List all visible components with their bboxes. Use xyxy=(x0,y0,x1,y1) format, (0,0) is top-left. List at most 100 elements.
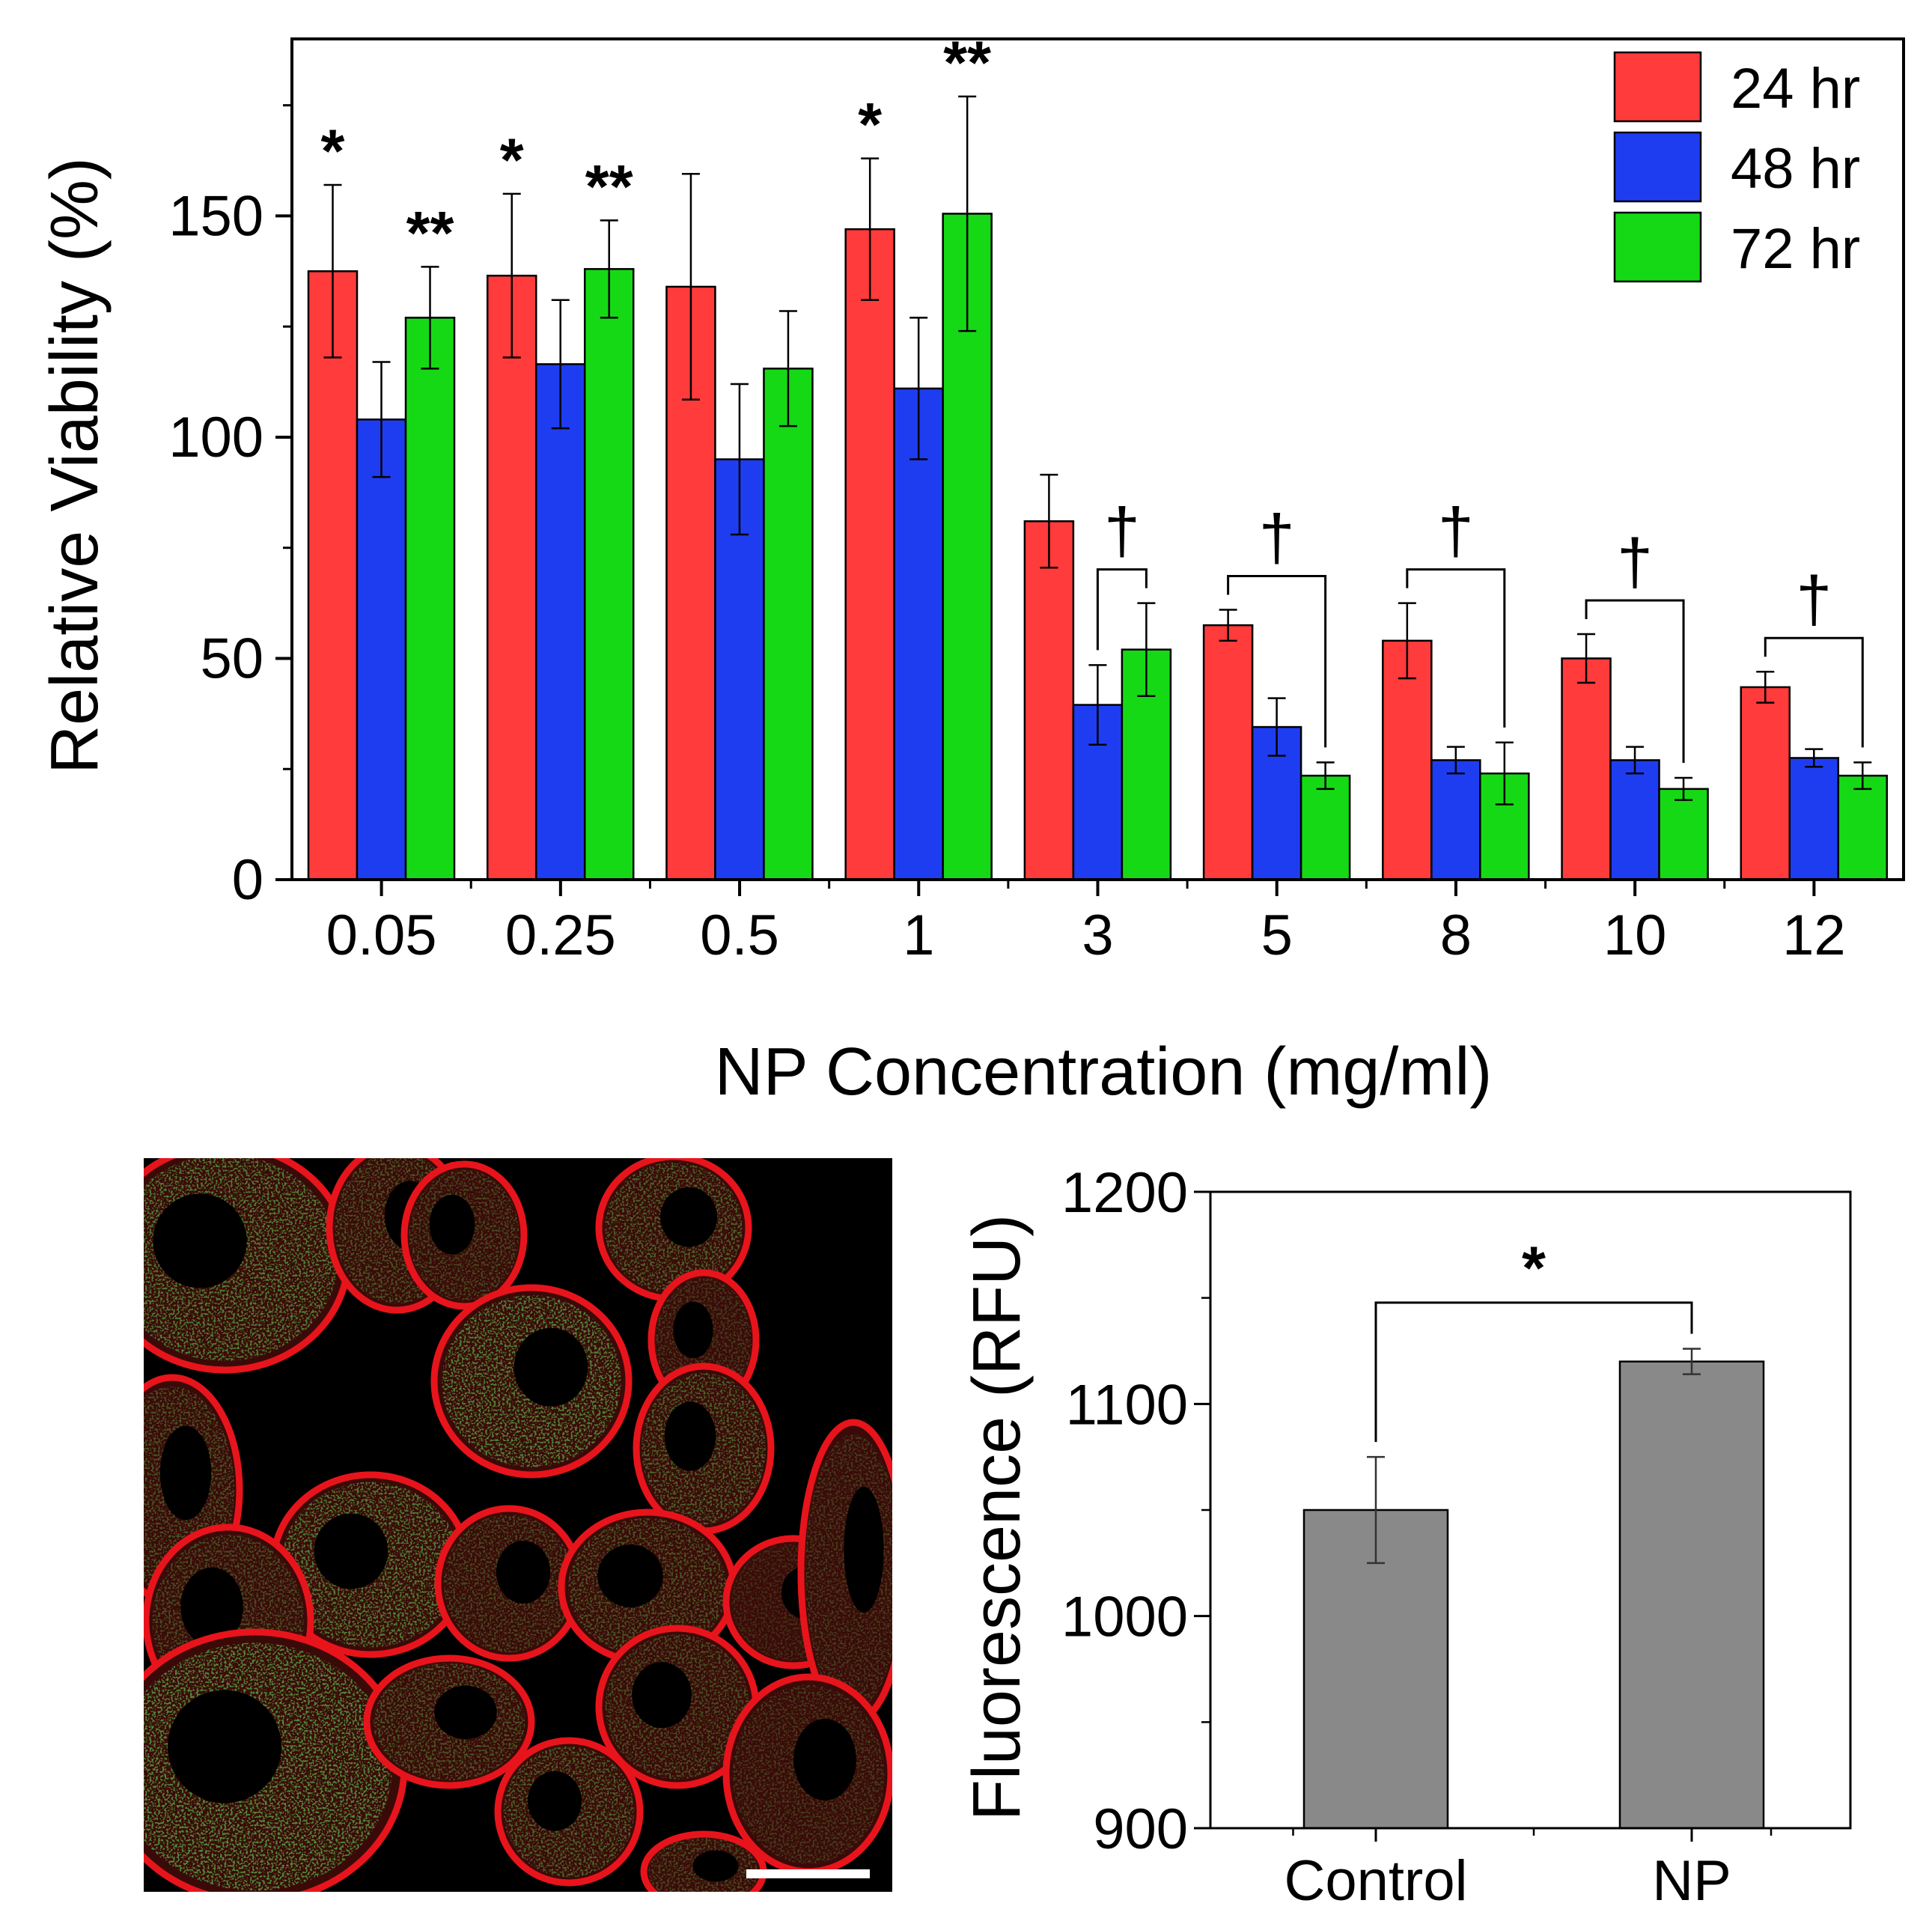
error-bar xyxy=(1137,602,1156,697)
fluorescence-chart: * 900 1000 1100 1200 Control NP Fluorescence … xyxy=(960,1161,1852,1913)
scale-bar xyxy=(746,1869,870,1878)
significance-dagger: † xyxy=(1796,564,1832,636)
cell-membrane xyxy=(363,1654,535,1789)
error-bar xyxy=(1577,633,1596,684)
error-bar xyxy=(1040,473,1058,569)
cell xyxy=(144,1628,408,1892)
error-bar xyxy=(1316,761,1335,791)
cell xyxy=(722,1673,892,1875)
cell-nucleus xyxy=(496,1541,551,1604)
bar-12-24hr xyxy=(1740,686,1791,881)
error-bar xyxy=(372,361,391,478)
cell-nucleus xyxy=(632,1662,692,1729)
bar-0.5-72hr xyxy=(763,368,814,881)
error-bar xyxy=(502,192,521,359)
error-bar xyxy=(323,183,342,359)
error-bar xyxy=(1683,1348,1701,1375)
bar-0.25-48hr xyxy=(534,363,586,881)
bar-12-48hr xyxy=(1788,757,1840,881)
cell-nucleus xyxy=(597,1544,663,1607)
cell-nucleus xyxy=(168,1690,281,1803)
error-bar xyxy=(1756,670,1775,704)
significance-bracket xyxy=(1096,568,1148,651)
y-tick-label: 900 xyxy=(1093,1797,1188,1861)
bar-5-24hr xyxy=(1202,624,1254,881)
bar-10-48hr xyxy=(1609,759,1660,881)
viability-error-bars xyxy=(323,95,1872,806)
bar-1-24hr xyxy=(844,228,895,881)
error-bar xyxy=(861,157,880,301)
bar-0.25-24hr xyxy=(486,274,537,881)
cell xyxy=(595,1158,752,1303)
fluorescence-axes: 900 1000 1100 1200 Control NP xyxy=(1061,1161,1852,1913)
cell-nucleus xyxy=(314,1513,388,1589)
significance-bracket xyxy=(1764,636,1864,748)
significance-asterisk: * xyxy=(500,127,524,195)
x-tick-label: 3 xyxy=(1082,904,1113,967)
error-bar xyxy=(1367,1455,1385,1565)
cell-nucleus xyxy=(514,1327,588,1407)
error-bar xyxy=(1219,609,1237,642)
y-tick-label: 100 xyxy=(168,406,263,469)
significance-asterisk: * xyxy=(321,118,345,186)
cell xyxy=(363,1654,535,1789)
cell-nucleus xyxy=(692,1850,739,1882)
cell-nucleus xyxy=(434,1685,497,1739)
y-tick-label: 150 xyxy=(168,184,263,248)
significance-dagger: † xyxy=(1438,496,1474,567)
x-tick-label: 12 xyxy=(1782,904,1846,967)
y-tick-label: 1000 xyxy=(1061,1586,1188,1649)
error-bar xyxy=(1626,746,1645,775)
viability-bars xyxy=(307,213,1889,881)
viability-legend: 24 hr 48 hr 72 hr xyxy=(1613,51,1860,283)
fluorescence-significance-marks: * xyxy=(1374,1235,1693,1443)
error-bar xyxy=(551,299,570,430)
x-tick-label: NP xyxy=(1652,1849,1731,1913)
bar-10-72hr xyxy=(1658,788,1709,881)
error-bar xyxy=(421,266,439,370)
y-tick-label: 0 xyxy=(232,848,263,912)
cell xyxy=(144,1158,352,1374)
error-bar xyxy=(1446,746,1465,775)
x-tick-label: 8 xyxy=(1440,904,1472,967)
significance-bracket xyxy=(1374,1301,1693,1443)
significance-asterisk: ** xyxy=(406,199,454,267)
significance-dagger: † xyxy=(1259,502,1295,573)
bar-10-24hr xyxy=(1561,657,1612,881)
cell-nucleus xyxy=(429,1194,475,1255)
viability-y-axis-title: Relative Viability (%) xyxy=(37,157,112,774)
cell xyxy=(269,1471,472,1658)
error-bar xyxy=(958,95,977,332)
significance-asterisk: * xyxy=(858,91,882,159)
y-tick-label: 1100 xyxy=(1066,1373,1188,1437)
error-bar xyxy=(1088,664,1107,746)
legend-label: 48 hr xyxy=(1731,137,1860,201)
error-bar xyxy=(1853,761,1872,791)
cell-nucleus xyxy=(180,1567,243,1646)
error-bar xyxy=(778,310,797,427)
bar-8-48hr xyxy=(1430,759,1481,881)
legend-label: 24 hr xyxy=(1731,57,1860,121)
error-bar xyxy=(909,317,928,460)
viability-x-axis-title: NP Concentration (mg/ml) xyxy=(715,1035,1493,1109)
cell xyxy=(595,1625,760,1789)
cell xyxy=(400,1160,528,1310)
cell-micrograph xyxy=(144,1158,892,1892)
y-tick-label: 1200 xyxy=(1061,1161,1188,1225)
significance-asterisk: * xyxy=(1522,1235,1546,1303)
x-tick-label: 0.5 xyxy=(700,904,779,967)
cell-nucleus xyxy=(793,1718,856,1801)
error-bar xyxy=(730,383,749,536)
error-bar xyxy=(1267,697,1286,757)
fluorescence-error-bars xyxy=(1367,1348,1701,1565)
bar-0.05-72hr xyxy=(404,317,456,881)
error-bar xyxy=(600,219,618,319)
cell-nucleus xyxy=(660,1187,717,1247)
fluorescence-bars xyxy=(1302,1360,1765,1830)
bar-0.05-48hr xyxy=(356,418,407,881)
significance-bracket xyxy=(1406,568,1506,728)
viability-axes: 0 50 100 150 0.05 0.25 0.5 1 3 5 8 10 12 xyxy=(168,37,1905,967)
error-bar xyxy=(1805,748,1823,768)
bar-1-48hr xyxy=(893,387,944,881)
